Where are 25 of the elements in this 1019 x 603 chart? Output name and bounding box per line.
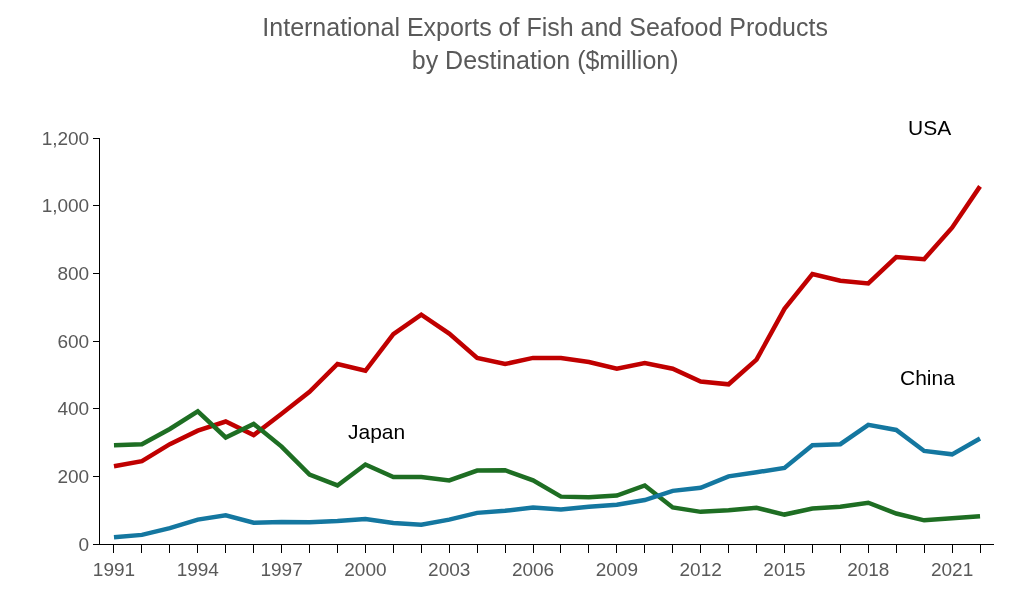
x-tick-label: 2021 (930, 558, 974, 580)
x-tick-label: 2015 (763, 558, 806, 580)
x-tick-label: 1997 (260, 558, 303, 580)
x-tick-label: 2006 (511, 558, 555, 580)
x-tick-label: 2012 (679, 558, 722, 580)
line-series (111, 422, 983, 540)
chart-title: International Exports of Fish and Seafood Products by Destination ($million) (262, 13, 828, 74)
text: USA (908, 116, 952, 139)
y-tick-label: 200 (57, 465, 90, 487)
x-tick-label: 2009 (595, 558, 638, 580)
x-tick-label: 2000 (344, 558, 387, 580)
x-tick-label: 2018 (847, 558, 890, 580)
line-series (111, 184, 983, 469)
series-label: China (900, 366, 956, 389)
y-tick-label: 1,200 (41, 127, 90, 149)
line-series (111, 409, 983, 523)
y-tick-label: 1,000 (41, 195, 90, 217)
y-tick-label: 800 (57, 262, 90, 284)
series-label: Japan (348, 420, 406, 443)
y-tick-label: 600 (57, 330, 90, 352)
x-tick-label: 1994 (176, 558, 220, 580)
y-tick-label: 0 (78, 533, 90, 555)
y-tick-label: 400 (57, 398, 90, 420)
x-tick-label: 2003 (428, 558, 471, 580)
x-tick-label: 1991 (92, 558, 136, 580)
